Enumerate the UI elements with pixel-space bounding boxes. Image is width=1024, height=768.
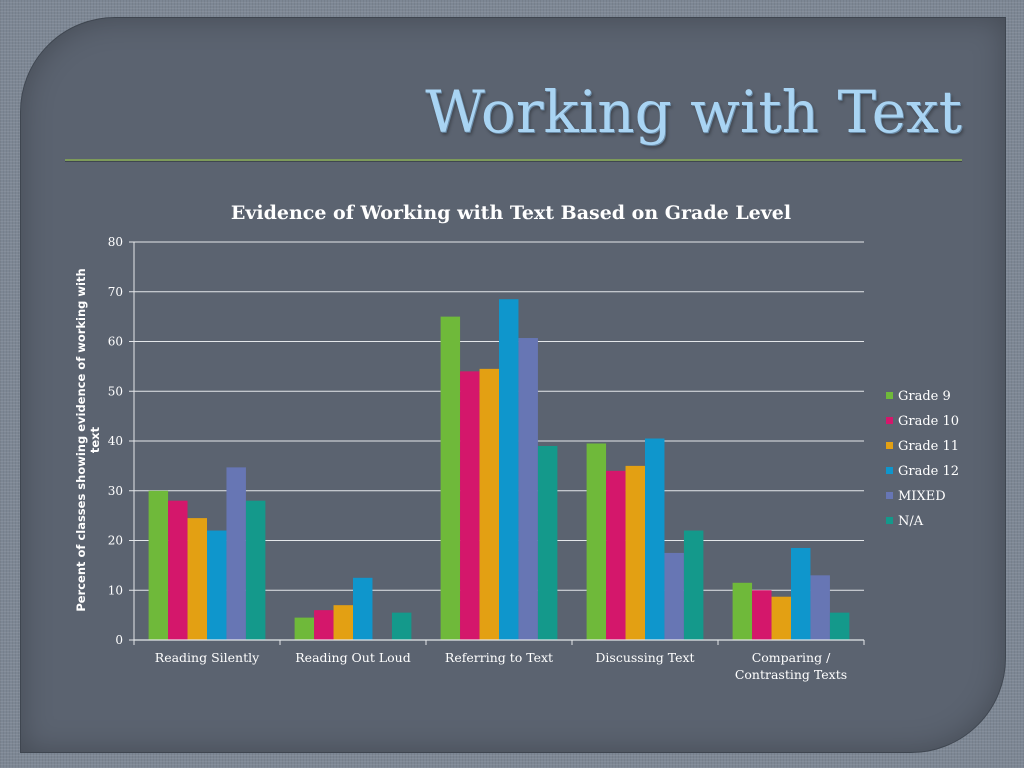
bar	[314, 610, 334, 640]
y-axis-label: Percent of classes showing evidence of w…	[74, 268, 102, 611]
title-divider	[65, 159, 962, 161]
bar	[226, 467, 246, 640]
bar	[606, 470, 626, 640]
y-tick-label: 70	[108, 285, 123, 299]
legend-label: Grade 11	[898, 439, 959, 454]
bar	[479, 368, 499, 640]
y-tick-label: 20	[108, 534, 123, 548]
x-category-label: Reading Silently	[155, 650, 260, 665]
bar	[683, 530, 704, 640]
y-tick-label: 40	[108, 434, 123, 448]
axes	[133, 242, 865, 645]
bar	[537, 445, 558, 640]
bar	[245, 500, 266, 640]
legend-swatch	[886, 442, 893, 449]
bar	[353, 577, 373, 640]
y-tick-label: 50	[108, 384, 123, 398]
bar	[168, 500, 188, 640]
bar	[771, 596, 791, 640]
slide-title: Working with Text	[425, 78, 962, 146]
bar	[732, 582, 753, 640]
bar	[810, 575, 830, 640]
y-tick-labels: 0 10 20 30 40 50 60 70 80	[108, 235, 123, 647]
bar	[333, 605, 353, 640]
x-category-label: Reading Out Loud	[295, 650, 410, 665]
legend-swatch	[886, 467, 893, 474]
bar	[518, 338, 538, 640]
bar	[664, 552, 684, 640]
y-tick-label: 10	[108, 583, 123, 597]
legend-label: MIXED	[898, 489, 946, 504]
bar	[440, 316, 461, 640]
x-category-label: Referring to Text	[445, 650, 553, 665]
bar	[499, 299, 519, 640]
legend-swatch	[886, 392, 893, 399]
bar	[207, 530, 227, 640]
bar	[625, 465, 645, 640]
bar	[752, 590, 772, 640]
x-category-labels: Reading Silently Reading Out Loud Referrin…	[155, 650, 847, 682]
legend-label: Grade 10	[898, 414, 959, 429]
bar	[586, 443, 607, 640]
bars	[148, 299, 850, 640]
x-category-label: Discussing Text	[595, 650, 694, 665]
y-tick-label: 80	[108, 235, 123, 249]
legend-swatch	[886, 492, 893, 499]
legend: Grade 9 Grade 10 Grade 11 Grade 12 MIXED N/A	[886, 389, 959, 529]
bar	[645, 438, 665, 640]
bar	[187, 518, 207, 640]
legend-label: N/A	[898, 514, 924, 529]
legend-swatch	[886, 517, 893, 524]
legend-label: Grade 9	[898, 389, 951, 404]
bar	[148, 490, 169, 640]
chart-title: Evidence of Working with Text Based on G…	[231, 202, 791, 224]
legend-swatch	[886, 417, 893, 424]
y-tick-label: 30	[108, 484, 123, 498]
legend-label: Grade 12	[898, 464, 959, 479]
bar	[829, 612, 850, 640]
bar	[460, 371, 480, 640]
bar	[791, 547, 811, 640]
bar	[294, 617, 315, 640]
x-category-label: Comparing / Contrasting Texts	[735, 650, 847, 682]
y-tick-label: 60	[108, 335, 123, 349]
y-tick-label: 0	[115, 633, 123, 647]
bar	[391, 612, 412, 640]
